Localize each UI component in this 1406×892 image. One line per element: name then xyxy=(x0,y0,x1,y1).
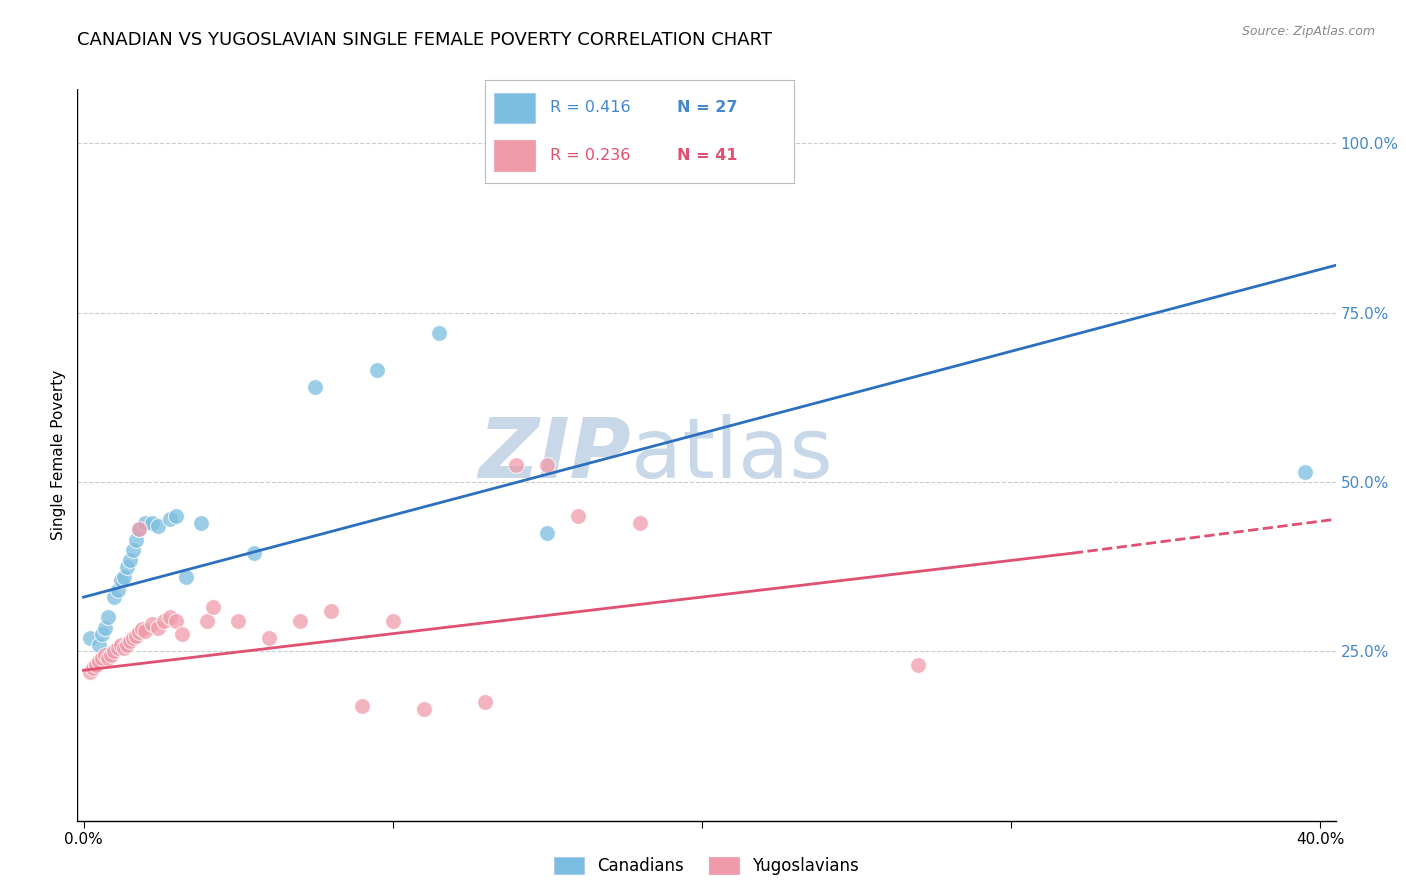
Yugoslavians xyxy=(115,638,138,652)
Yugoslavians xyxy=(153,614,176,628)
Yugoslavians xyxy=(146,621,169,635)
Canadians xyxy=(91,627,114,641)
Canadians xyxy=(366,363,388,377)
Canadians xyxy=(134,516,156,530)
Yugoslavians xyxy=(91,651,114,665)
Yugoslavians xyxy=(97,651,120,665)
Yugoslavians xyxy=(226,614,249,628)
Yugoslavians xyxy=(141,617,163,632)
Text: N = 41: N = 41 xyxy=(676,148,737,162)
Text: Source: ZipAtlas.com: Source: ZipAtlas.com xyxy=(1241,25,1375,38)
Yugoslavians xyxy=(84,657,107,672)
Yugoslavians xyxy=(165,614,187,628)
Canadians xyxy=(115,559,138,574)
Yugoslavians xyxy=(412,702,434,716)
Canadians xyxy=(103,590,125,604)
Yugoslavians xyxy=(505,458,527,472)
Yugoslavians xyxy=(125,629,148,643)
Yugoslavians xyxy=(474,695,496,709)
Yugoslavians xyxy=(172,627,194,641)
Yugoslavians xyxy=(319,604,342,618)
Canadians xyxy=(87,638,110,652)
Canadians xyxy=(118,553,141,567)
Yugoslavians xyxy=(288,614,311,628)
Legend: Canadians, Yugoslavians: Canadians, Yugoslavians xyxy=(547,850,866,882)
Yugoslavians xyxy=(907,657,929,672)
Yugoslavians xyxy=(103,644,125,658)
Canadians xyxy=(165,508,187,523)
Text: CANADIAN VS YUGOSLAVIAN SINGLE FEMALE POVERTY CORRELATION CHART: CANADIAN VS YUGOSLAVIAN SINGLE FEMALE PO… xyxy=(77,31,772,49)
Canadians xyxy=(190,516,212,530)
Yugoslavians xyxy=(257,631,280,645)
Canadians xyxy=(242,546,264,560)
Canadians xyxy=(427,326,450,340)
Text: ZIP: ZIP xyxy=(478,415,631,495)
Yugoslavians xyxy=(100,648,122,662)
Yugoslavians xyxy=(94,648,117,662)
Canadians xyxy=(159,512,181,526)
Yugoslavians xyxy=(195,614,218,628)
Yugoslavians xyxy=(110,638,132,652)
Canadians xyxy=(1294,465,1316,479)
Yugoslavians xyxy=(112,640,135,655)
Yugoslavians xyxy=(128,625,150,640)
Text: R = 0.416: R = 0.416 xyxy=(550,101,631,115)
Canadians xyxy=(79,631,101,645)
Yugoslavians xyxy=(128,523,150,537)
Canadians xyxy=(112,570,135,584)
Yugoslavians xyxy=(628,516,651,530)
Yugoslavians xyxy=(536,458,558,472)
Text: atlas: atlas xyxy=(631,415,832,495)
Text: N = 27: N = 27 xyxy=(676,101,737,115)
Canadians xyxy=(110,573,132,587)
Yugoslavians xyxy=(159,610,181,624)
FancyBboxPatch shape xyxy=(495,140,534,170)
Yugoslavians xyxy=(131,622,153,636)
Yugoslavians xyxy=(567,508,589,523)
Canadians xyxy=(128,523,150,537)
Text: R = 0.236: R = 0.236 xyxy=(550,148,630,162)
Yugoslavians xyxy=(107,640,129,655)
FancyBboxPatch shape xyxy=(495,93,534,123)
Canadians xyxy=(122,542,145,557)
Yugoslavians xyxy=(202,600,225,615)
Yugoslavians xyxy=(350,698,373,713)
Yugoslavians xyxy=(82,661,104,675)
Canadians xyxy=(304,380,326,394)
Canadians xyxy=(125,533,148,547)
Canadians xyxy=(94,621,117,635)
Canadians xyxy=(141,516,163,530)
Yugoslavians xyxy=(381,614,404,628)
Canadians xyxy=(146,519,169,533)
Yugoslavians xyxy=(79,665,101,679)
Canadians xyxy=(174,570,197,584)
Yugoslavians xyxy=(87,655,110,669)
Canadians xyxy=(97,610,120,624)
Yugoslavians xyxy=(134,624,156,638)
Yugoslavians xyxy=(122,631,145,645)
Canadians xyxy=(536,525,558,540)
Canadians xyxy=(107,583,129,598)
Yugoslavians xyxy=(118,634,141,648)
Y-axis label: Single Female Poverty: Single Female Poverty xyxy=(51,370,66,540)
